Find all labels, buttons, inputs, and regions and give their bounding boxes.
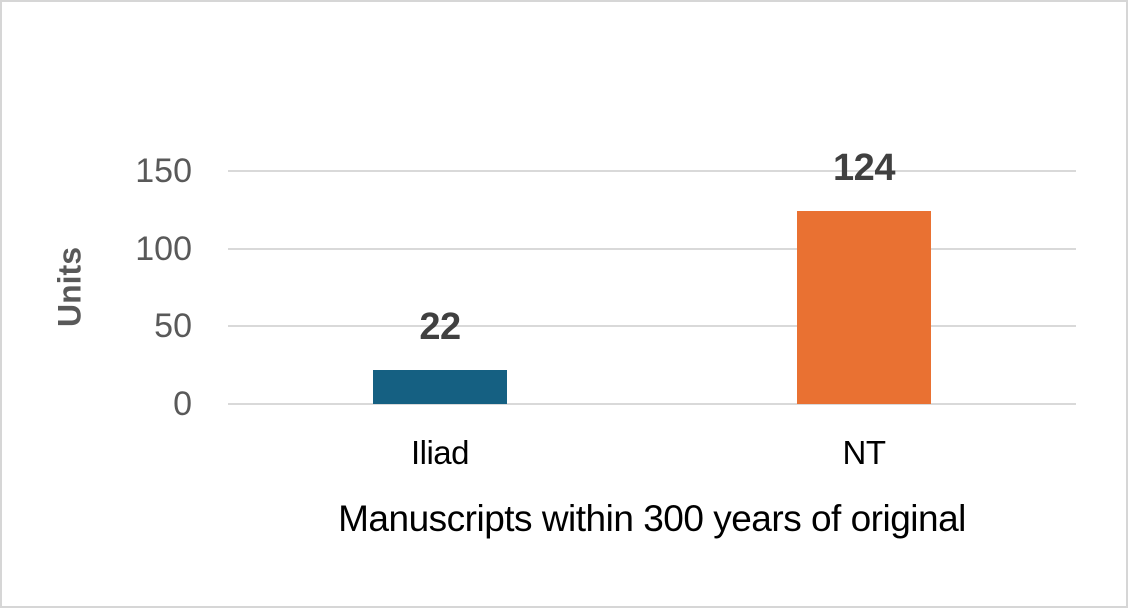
data-label-nt: 124 [833,147,895,190]
category-label-iliad: Iliad [410,434,470,471]
y-tick-label-50: 50 [154,307,192,346]
bar-iliad [373,369,507,404]
gridline-50 [228,325,1076,328]
x-axis-title: Manuscripts within 300 years of original [338,498,966,539]
plot-area: 22 124 [228,149,1076,405]
data-label-iliad: 22 [419,305,461,348]
gridline-100 [228,247,1076,250]
x-axis-category-labels: Iliad NT [228,434,1076,472]
y-tick-label-100: 100 [135,229,192,268]
y-tick-label-150: 150 [135,152,192,190]
gridline-150 [228,170,1076,172]
y-tick-label-0: 0 [173,385,192,423]
bar-nt [797,211,931,404]
category-label-nt: NT [842,434,887,471]
gridline-0 [228,403,1076,405]
